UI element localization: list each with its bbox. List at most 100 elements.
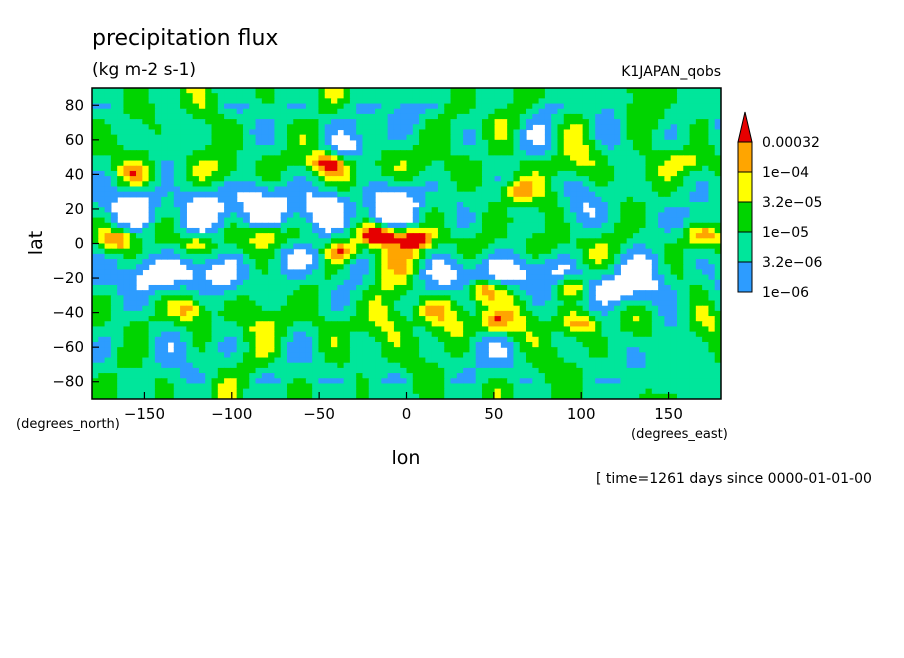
field-cell xyxy=(488,295,496,302)
field-cell xyxy=(331,269,338,276)
field-cell xyxy=(538,103,546,110)
field-cell xyxy=(450,222,458,229)
field-cell xyxy=(154,295,162,302)
field-cell xyxy=(286,316,294,322)
field-cell xyxy=(356,98,364,105)
field-cell xyxy=(280,212,288,219)
field-cell xyxy=(337,238,345,245)
field-cell xyxy=(268,191,276,198)
field-cell xyxy=(192,274,200,281)
field-cell xyxy=(475,186,483,193)
field-cell xyxy=(526,212,533,219)
field-cell xyxy=(676,227,684,234)
field-cell xyxy=(129,176,137,182)
field-cell xyxy=(437,145,445,151)
field-cell xyxy=(148,155,156,162)
field-cell xyxy=(570,243,577,250)
field-cell xyxy=(481,150,489,156)
field-cell xyxy=(437,113,445,120)
chart-title: precipitation flux xyxy=(92,26,278,51)
field-cell xyxy=(117,98,125,105)
field-cell xyxy=(180,196,187,203)
field-cell xyxy=(110,170,118,177)
field-cell xyxy=(419,264,426,271)
field-cell xyxy=(324,347,332,353)
field-cell xyxy=(714,321,721,328)
field-cell xyxy=(192,134,200,141)
field-cell xyxy=(538,170,546,177)
field-cell xyxy=(683,300,691,307)
field-cell xyxy=(444,222,452,229)
field-cell xyxy=(180,124,187,131)
field-cell xyxy=(180,341,187,348)
field-cell xyxy=(211,341,219,348)
field-cell xyxy=(343,290,351,296)
field-cell xyxy=(198,295,206,302)
field-cell xyxy=(481,181,489,188)
field-cell xyxy=(419,321,426,328)
field-cell xyxy=(224,295,231,302)
field-cell xyxy=(255,300,263,307)
field-cell xyxy=(500,108,508,115)
field-cell xyxy=(620,305,628,312)
field-cell xyxy=(305,160,313,167)
field-cell xyxy=(400,284,408,291)
field-cell xyxy=(551,119,559,125)
field-cell xyxy=(431,316,439,322)
field-cell xyxy=(331,165,338,172)
field-cell xyxy=(595,119,603,125)
field-cell xyxy=(104,295,112,302)
field-cell xyxy=(708,160,716,167)
field-cell xyxy=(513,290,521,296)
field-cell xyxy=(500,181,508,188)
field-cell xyxy=(481,124,489,131)
field-cell xyxy=(456,155,464,162)
field-cell xyxy=(236,243,244,250)
field-cell xyxy=(645,129,653,136)
field-cell xyxy=(217,341,225,348)
field-cell xyxy=(639,227,647,234)
field-cell xyxy=(198,93,206,99)
field-cell xyxy=(639,347,647,353)
field-cell xyxy=(167,248,175,255)
field-cell xyxy=(651,238,659,245)
field-cell xyxy=(331,160,338,167)
field-cell xyxy=(425,176,433,182)
field-cell xyxy=(507,316,515,322)
field-cell xyxy=(651,196,659,203)
field-cell xyxy=(664,170,672,177)
field-cell xyxy=(425,93,433,99)
field-cell xyxy=(280,88,288,94)
field-cell xyxy=(500,134,508,141)
field-cell xyxy=(645,124,653,131)
field-cell xyxy=(406,248,414,255)
field-cell xyxy=(205,316,213,322)
field-cell xyxy=(601,88,609,94)
field-cell xyxy=(161,202,169,208)
field-cell xyxy=(513,357,521,364)
field-cell xyxy=(299,238,307,245)
field-cell xyxy=(400,243,408,250)
field-cell xyxy=(387,238,395,245)
field-cell xyxy=(104,155,112,162)
field-cell xyxy=(469,305,477,312)
field-cell xyxy=(513,227,521,234)
field-cell xyxy=(651,186,659,193)
field-cell xyxy=(117,347,125,353)
field-cell xyxy=(217,93,225,99)
field-cell xyxy=(180,295,187,302)
field-cell xyxy=(431,279,439,286)
field-cell xyxy=(136,357,143,364)
field-cell xyxy=(714,217,721,224)
field-cell xyxy=(375,316,382,322)
field-cell xyxy=(651,233,659,239)
field-cell xyxy=(274,150,282,156)
field-cell xyxy=(381,165,389,172)
field-cell xyxy=(230,191,238,198)
field-cell xyxy=(683,259,691,265)
field-cell xyxy=(205,341,213,348)
field-cell xyxy=(676,233,684,239)
field-cell xyxy=(551,98,559,105)
field-cell xyxy=(255,253,263,260)
